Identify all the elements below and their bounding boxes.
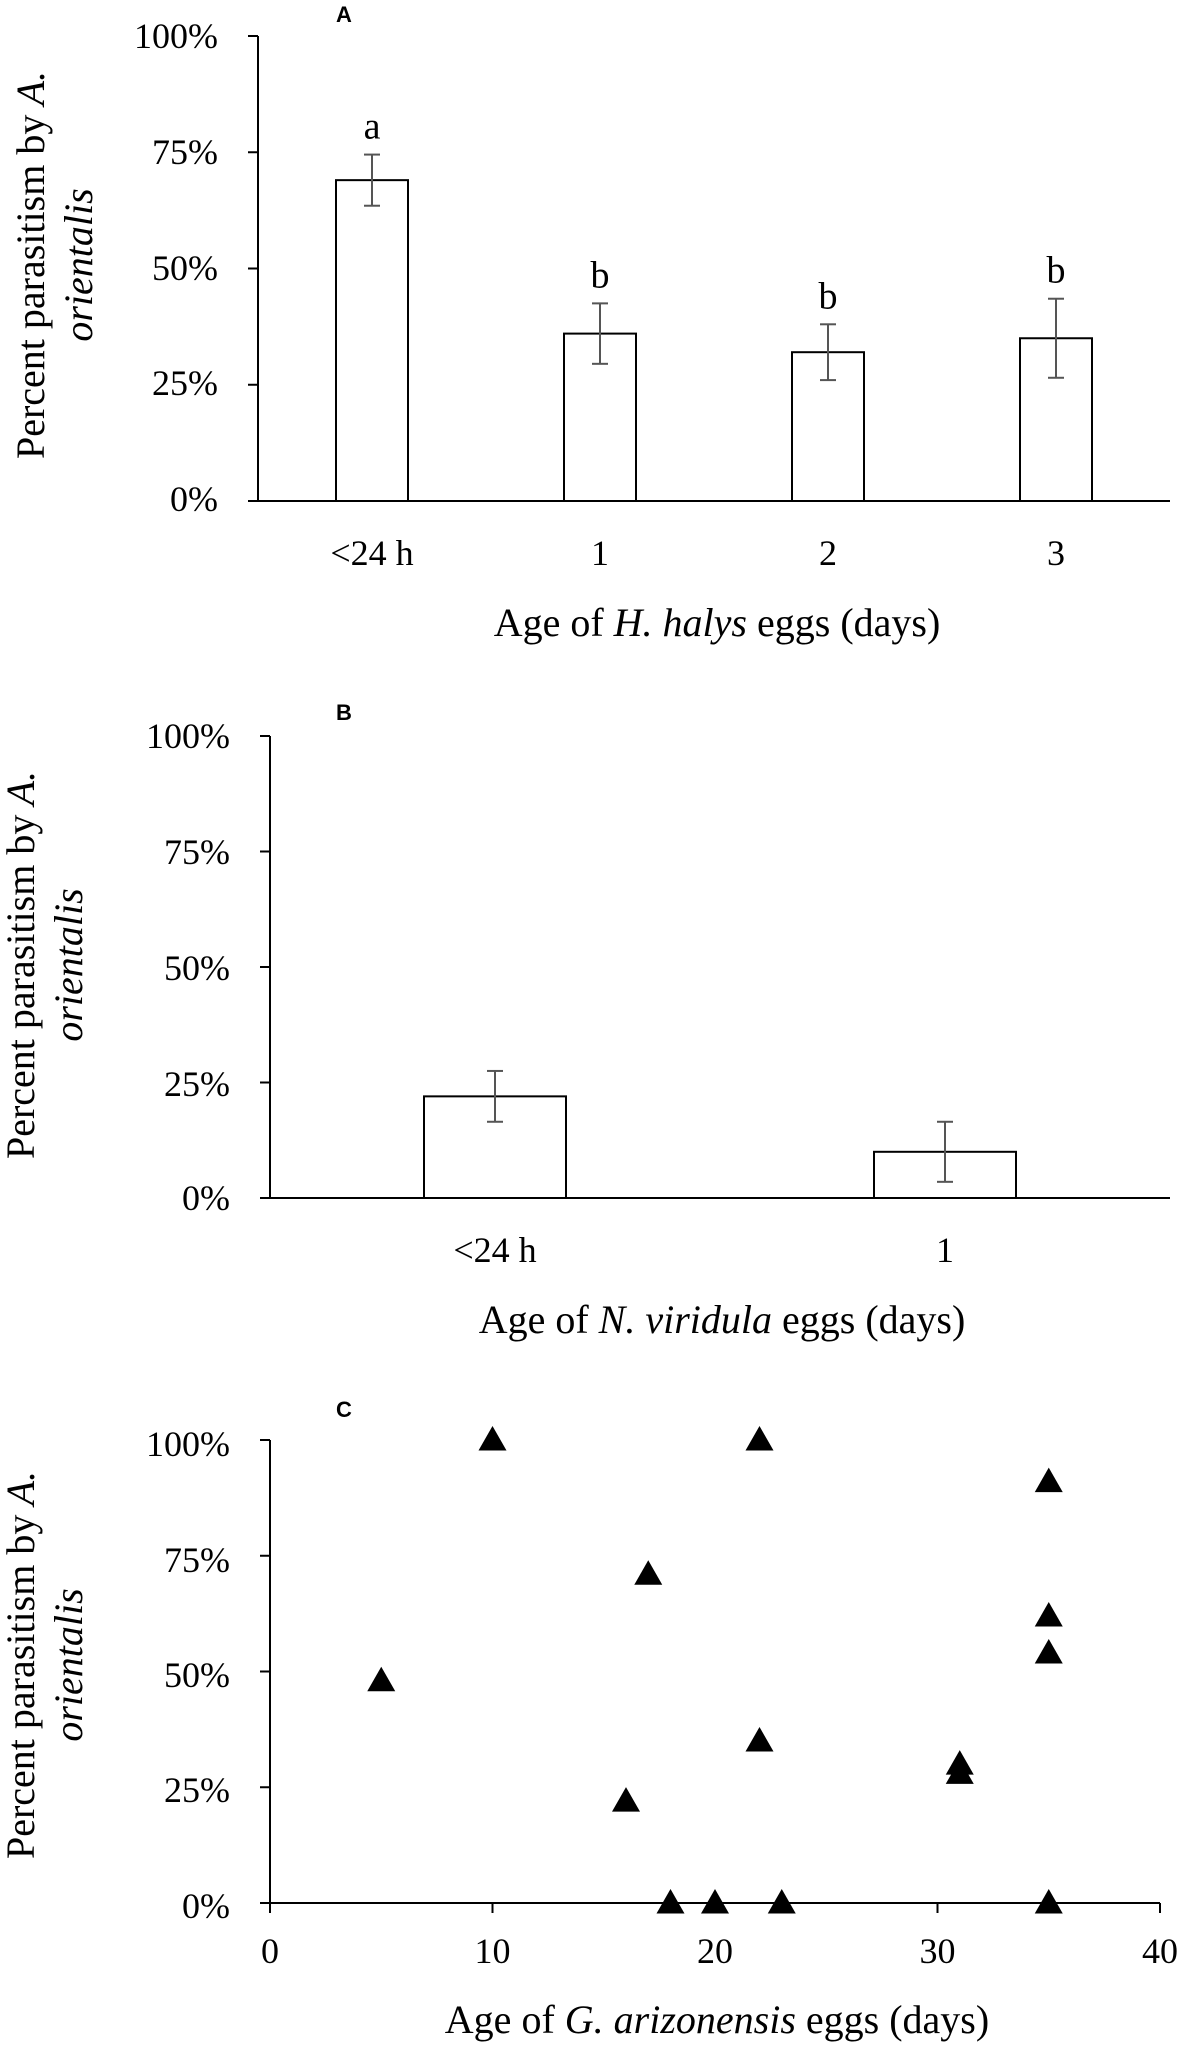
panel-c: C 100% 75% 50% 25% 0% 0 10 20 30 40 Percent … <box>0 1397 1178 2042</box>
triangle-marker <box>367 1666 396 1692</box>
x-axis-title: Age of H. halys eggs (days) <box>494 600 941 645</box>
y-axis-title-line1: Percent parasitism by A. <box>0 1471 43 1859</box>
triangle-marker <box>1034 1638 1063 1664</box>
y-axis-title: Percent parasitism by A. orientalis <box>8 71 101 459</box>
y-axis-title-line2: orientalis <box>46 1588 91 1741</box>
x-tick-label: <24 h <box>330 533 413 573</box>
y-tick-label: 100% <box>146 716 230 756</box>
triangle-marker <box>612 1787 640 1812</box>
triangle-marker <box>1034 1889 1063 1914</box>
triangle-marker <box>701 1889 729 1914</box>
y-tick-label: 0% <box>170 479 218 519</box>
triangle-marker <box>1034 1467 1063 1493</box>
y-tick-labels: 100% 75% 50% 25% 0% <box>134 16 218 519</box>
x-tick-label: 1 <box>591 533 609 573</box>
triangle-marker <box>745 1426 774 1451</box>
y-tick-label: 75% <box>164 832 230 872</box>
y-tick-label: 75% <box>152 132 218 172</box>
x-tick-label: <24 h <box>453 1230 536 1270</box>
x-tick-label: 30 <box>920 1931 956 1971</box>
y-tick-label: 50% <box>164 1655 230 1695</box>
bar-group <box>260 735 1170 1200</box>
significance-letter: a <box>364 106 381 148</box>
panel-b: B 100% 75% 50% 25% 0% <24 h 1 Percent par… <box>0 700 1170 1342</box>
panel-a: A 100% 75% 50% 25% 0% a b b b <24 h 1 2 3 Perc… <box>8 2 1170 645</box>
significance-letter: b <box>591 254 610 296</box>
y-tick-label: 25% <box>164 1770 230 1810</box>
significance-letter: b <box>819 275 838 317</box>
y-axis-title-line1: Percent parasitism by A. <box>8 71 53 459</box>
panel-label-c: C <box>336 1397 352 1422</box>
x-axis-title: Age of G. arizonensis eggs (days) <box>445 1997 989 2042</box>
panel-label-b: B <box>336 700 352 725</box>
bar <box>1019 337 1093 502</box>
marker-group <box>260 1426 1161 1914</box>
y-tick-label: 25% <box>152 363 218 403</box>
bar-group: a b b b <box>248 35 1170 503</box>
x-tick-label: 1 <box>936 1230 954 1270</box>
x-tick-labels: <24 h 1 2 3 <box>330 533 1065 573</box>
bar <box>335 179 409 502</box>
triangle-marker <box>1034 1601 1063 1627</box>
y-tick-label: 75% <box>164 1540 230 1580</box>
significance-letter: b <box>1047 250 1066 292</box>
y-tick-label: 100% <box>134 16 218 56</box>
y-axis-title: Percent parasitism by A. orientalis <box>0 771 91 1159</box>
x-tick-label: 20 <box>697 1931 733 1971</box>
panel-label-a: A <box>336 2 352 27</box>
triangle-marker <box>745 1726 774 1752</box>
y-axis-title-line2: orientalis <box>46 888 91 1041</box>
x-tick-label: 10 <box>475 1931 511 1971</box>
y-tick-label: 0% <box>182 1178 230 1218</box>
x-tick-labels: <24 h 1 <box>453 1230 954 1270</box>
y-tick-labels: 100% 75% 50% 25% 0% <box>146 716 230 1218</box>
x-axis-title: Age of N. viridula eggs (days) <box>479 1297 966 1342</box>
triangle-marker <box>767 1889 796 1914</box>
triangle-marker <box>478 1426 507 1451</box>
bar <box>791 351 865 503</box>
x-tick-label: 40 <box>1142 1931 1178 1971</box>
x-tick-label: 2 <box>819 533 837 573</box>
y-tick-label: 25% <box>164 1064 230 1104</box>
y-axis-title-line1: Percent parasitism by A. <box>0 771 43 1159</box>
triangle-marker <box>656 1889 685 1914</box>
y-axis-title-line2: orientalis <box>56 188 101 341</box>
x-tick-label: 3 <box>1047 533 1065 573</box>
x-tick-label: 0 <box>261 1931 279 1971</box>
y-tick-labels: 100% 75% 50% 25% 0% <box>146 1424 230 1926</box>
x-tick-labels: 0 10 20 30 40 <box>261 1931 1178 1971</box>
y-tick-label: 50% <box>164 948 230 988</box>
y-tick-label: 50% <box>152 248 218 288</box>
y-tick-label: 100% <box>146 1424 230 1464</box>
triangle-marker <box>945 1759 974 1784</box>
y-tick-label: 0% <box>182 1886 230 1926</box>
y-axis-title: Percent parasitism by A. orientalis <box>0 1471 91 1859</box>
triangle-marker <box>634 1560 663 1585</box>
